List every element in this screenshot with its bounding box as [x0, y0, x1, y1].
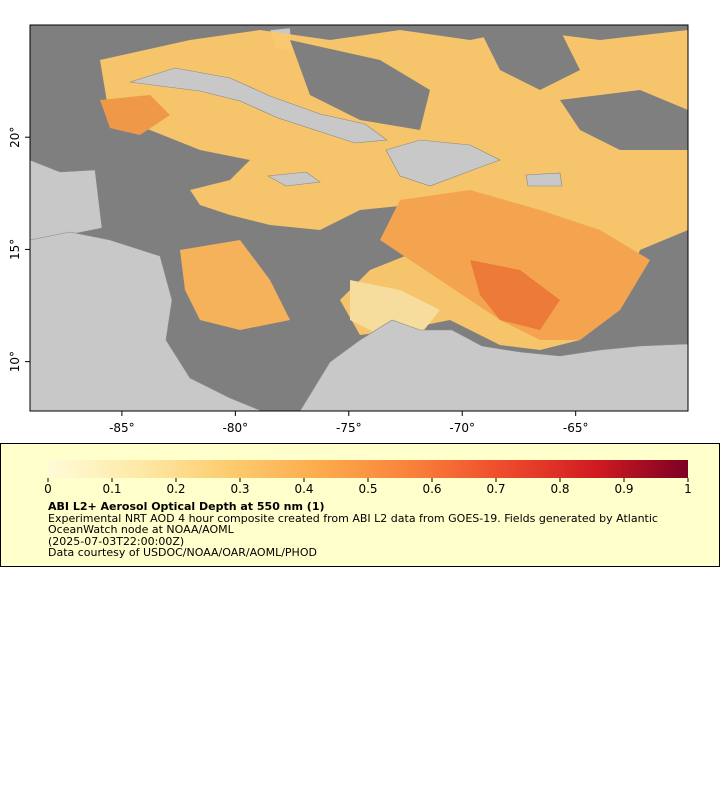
- description: Experimental NRT AOD 4 hour composite cr…: [48, 512, 658, 525]
- title: ABI L2+ Aerosol Optical Depth at 550 nm …: [48, 500, 325, 513]
- axes: -85° -80° -75° -70° -65° 10° 15° 20°: [8, 127, 588, 435]
- map: [30, 25, 688, 411]
- colorbar-tick-label: 0.6: [422, 482, 441, 496]
- colorbar-tick-label: 0.7: [486, 482, 505, 496]
- y-tick-label: 15°: [8, 239, 22, 260]
- colorbar-tick-label: 0.3: [230, 482, 249, 496]
- map-frame: [29, 24, 689, 412]
- credit: Data courtesy of USDOC/NOAA/OAR/AOML/PHO…: [48, 546, 317, 559]
- y-tick-label: 20°: [8, 127, 22, 148]
- colorbar-tick-label: 0: [44, 482, 52, 496]
- colorbar-tick-label: 0.1: [102, 482, 121, 496]
- colorbar: [48, 460, 688, 478]
- aerosol-field: [100, 30, 688, 350]
- x-tick-label: -85°: [109, 421, 135, 435]
- x-tick-label: -70°: [449, 421, 475, 435]
- colorbar-tick-label: 0.5: [358, 482, 377, 496]
- colorbar-tick-label: 0.4: [294, 482, 313, 496]
- colorbar-tick-label: 1: [684, 482, 692, 496]
- x-tick-label: -80°: [223, 421, 249, 435]
- x-tick-label: -65°: [563, 421, 589, 435]
- colorbar-ticks: 0 0.1 0.2 0.3 0.4 0.5 0.6 0.7 0.8 0.9 1: [44, 478, 692, 496]
- land-overlay: [129, 67, 688, 411]
- x-tick-label: -75°: [336, 421, 362, 435]
- legend-text: ABI L2+ Aerosol Optical Depth at 550 nm …: [48, 500, 658, 559]
- description: OceanWatch node at NOAA/AOML: [48, 523, 235, 536]
- timestamp: (2025-07-03T22:00:00Z): [48, 535, 184, 548]
- colorbar-tick-label: 0.9: [614, 482, 633, 496]
- colorbar-tick-label: 0.8: [550, 482, 569, 496]
- colorbar-tick-label: 0.2: [166, 482, 185, 496]
- y-tick-label: 10°: [8, 351, 22, 372]
